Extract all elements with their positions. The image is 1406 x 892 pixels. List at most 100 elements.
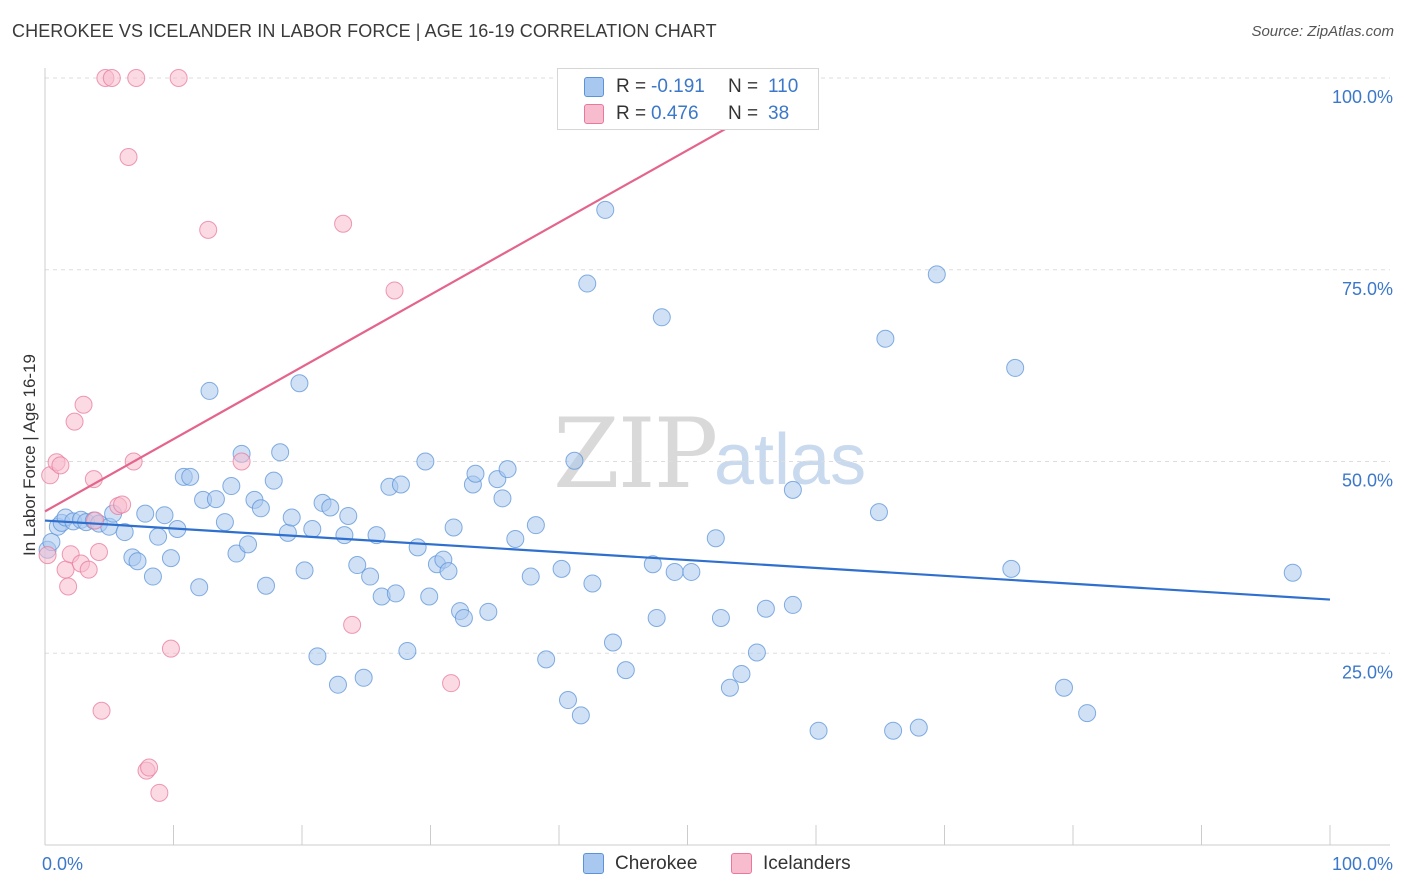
cherokee-point <box>583 574 602 593</box>
cherokee-point <box>251 499 270 518</box>
tick-labels: 0.0% 100.0% 25.0% 50.0% 75.0% 100.0% <box>42 87 1393 874</box>
cherokee-point <box>454 608 473 627</box>
x-tick-label: 100.0% <box>1332 854 1393 874</box>
icelander-point <box>127 69 146 87</box>
cherokee-point <box>876 329 895 348</box>
cherokee-point <box>282 508 301 527</box>
cherokee-point <box>181 467 200 486</box>
icelander-point <box>92 701 111 720</box>
cherokee-point <box>128 552 147 571</box>
cherokee-point <box>190 578 209 597</box>
y-axis-title: In Labor Force | Age 16-19 <box>20 354 39 556</box>
cherokee-point <box>328 675 347 694</box>
cherokee-swatch <box>584 77 604 97</box>
y-tick-label: 50.0% <box>1342 471 1393 491</box>
icelander-point <box>119 148 138 167</box>
cherokee-point <box>303 519 322 538</box>
cherokee-point <box>665 562 684 581</box>
cherokee-point <box>1002 559 1021 578</box>
cherokee-point <box>321 498 340 517</box>
cherokee-point <box>783 595 802 614</box>
cherokee-point <box>1078 704 1097 723</box>
icelander-points <box>38 69 676 802</box>
icelanders-r-label: R = <box>616 103 647 124</box>
icelanders-n-value: 38 <box>768 103 790 124</box>
watermark-zip: ZIP <box>553 398 716 510</box>
watermark: ZIP atlas <box>553 398 866 510</box>
icelander-point <box>232 452 251 471</box>
cherokee-point <box>711 608 730 627</box>
legend-swatch-cherokee <box>583 853 604 874</box>
cherokee-point <box>603 633 622 652</box>
cherokee-point <box>308 647 327 666</box>
cherokee-point <box>444 518 463 537</box>
icelander-point <box>150 783 169 802</box>
icelander-point <box>113 495 132 514</box>
cherokee-point <box>720 678 739 697</box>
cherokee-r-label: R = <box>616 76 647 97</box>
cherokee-point <box>526 516 545 535</box>
icelander-point <box>343 615 362 634</box>
cherokee-point <box>115 523 134 542</box>
cherokee-point <box>652 308 671 327</box>
cherokee-point <box>367 526 386 545</box>
legend-label-icelanders: Icelanders <box>763 853 851 874</box>
chart-source: Source: ZipAtlas.com <box>1251 23 1394 40</box>
icelander-point <box>59 577 78 596</box>
cherokee-point <box>479 602 498 621</box>
cherokee-point <box>1006 358 1025 377</box>
cherokee-point <box>927 265 946 284</box>
cherokee-point <box>149 527 168 546</box>
cherokee-point <box>391 475 410 494</box>
cherokee-point <box>264 471 283 490</box>
cherokee-point <box>335 526 354 545</box>
cherokee-point <box>339 506 358 525</box>
stats-legend: R = -0.191 N = 110 R = 0.476 N = 38 <box>557 68 819 130</box>
chart-title: CHEROKEE VS ICELANDER IN LABOR FORCE | A… <box>12 21 717 41</box>
cherokee-point <box>809 721 828 740</box>
cherokee-point <box>706 529 725 548</box>
cherokee-point <box>348 556 367 575</box>
cherokee-point <box>565 451 584 470</box>
y-tick-label: 75.0% <box>1342 279 1393 299</box>
cherokee-point <box>647 608 666 627</box>
axes <box>44 68 1390 846</box>
cherokee-point <box>756 599 775 618</box>
cherokee-point <box>416 452 435 471</box>
trend-lines <box>44 77 1331 601</box>
cherokee-point <box>596 200 615 219</box>
icelanders-r-value: 0.476 <box>651 103 699 124</box>
cherokee-point <box>200 381 219 400</box>
cherokee-point <box>420 587 439 606</box>
cherokee-point <box>521 567 540 586</box>
cherokee-point <box>493 489 512 508</box>
icelander-trend-line <box>44 77 817 513</box>
icelander-point <box>86 511 105 530</box>
icelander-point <box>161 639 180 658</box>
cherokee-trend-line <box>44 519 1331 601</box>
icelander-point <box>140 758 159 777</box>
icelanders-swatch <box>584 104 604 124</box>
icelander-point <box>65 412 84 431</box>
cherokee-point <box>239 535 258 554</box>
cherokee-point <box>398 641 417 660</box>
cherokee-point <box>439 562 458 581</box>
stats-row-icelanders: R = 0.476 N = 38 <box>558 100 818 128</box>
cherokee-point <box>643 555 662 574</box>
cherokee-point <box>136 504 155 523</box>
cherokee-point <box>206 490 225 509</box>
cherokee-point <box>271 443 290 462</box>
x-tick-label: 0.0% <box>42 854 83 874</box>
icelander-point <box>169 69 188 87</box>
cherokee-point <box>783 480 802 499</box>
cherokee-point <box>506 529 525 548</box>
stats-row-cherokee: R = -0.191 N = 110 <box>558 73 818 101</box>
icelander-point <box>38 546 57 565</box>
cherokee-point <box>361 567 380 586</box>
cherokee-point <box>257 576 276 595</box>
cherokee-point <box>386 584 405 603</box>
tick-marks <box>44 825 1331 845</box>
cherokee-point <box>558 691 577 710</box>
cherokee-point <box>278 523 297 542</box>
